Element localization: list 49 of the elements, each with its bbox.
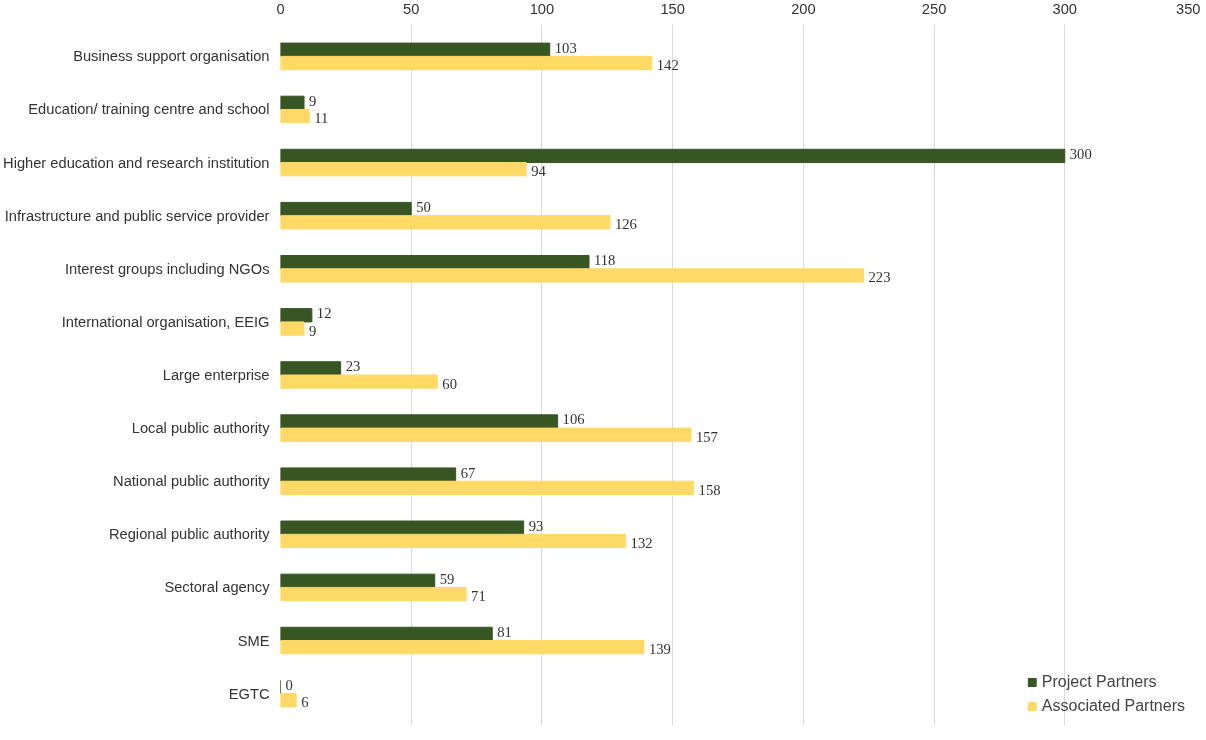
y-tick-label: Business support organisation xyxy=(73,48,270,65)
y-tick-label: Interest groups including NGOs xyxy=(65,260,270,277)
x-tick-label: 0 xyxy=(276,0,285,17)
data-label: 71 xyxy=(471,588,486,605)
x-tick-label: 200 xyxy=(791,0,816,17)
y-tick-label: Infrastructure and public service provider xyxy=(4,207,270,224)
data-label: 126 xyxy=(614,216,637,233)
y-tick-label: Higher education and research institution xyxy=(3,154,270,171)
data-label: 50 xyxy=(416,199,431,216)
data-label: 11 xyxy=(314,110,329,127)
data-label: 81 xyxy=(497,623,512,640)
y-tick-label: Sectoral agency xyxy=(164,579,271,596)
y-tick-label: SME xyxy=(237,632,270,649)
y-tick-label: EGTC xyxy=(228,685,270,702)
data-label: 118 xyxy=(593,252,616,269)
data-label: 9 xyxy=(309,322,317,339)
x-tick-label: 250 xyxy=(921,0,947,17)
x-tick-label: 150 xyxy=(660,0,685,17)
data-label: 103 xyxy=(554,39,577,56)
legend-label: Associated Partners xyxy=(1041,697,1185,715)
data-label: 6 xyxy=(301,694,309,711)
x-tick-label: 300 xyxy=(1052,0,1078,17)
x-tick-label: 100 xyxy=(529,0,555,17)
data-label: 300 xyxy=(1069,145,1092,162)
data-label: 223 xyxy=(868,269,891,286)
y-tick-label: Local public authority xyxy=(131,420,271,437)
x-tick-label: 350 xyxy=(1176,0,1201,17)
legend-label: Project Partners xyxy=(1041,673,1157,691)
data-label: 106 xyxy=(562,411,585,428)
data-label: 139 xyxy=(648,641,671,658)
x-tick-label: 50 xyxy=(403,0,420,17)
data-label: 158 xyxy=(698,481,721,498)
y-tick-label: Education/ training centre and school xyxy=(28,101,270,118)
y-tick-label: National public authority xyxy=(113,473,271,490)
data-label: 23 xyxy=(345,358,361,375)
data-label: 9 xyxy=(309,92,317,109)
data-label: 60 xyxy=(442,375,458,392)
y-tick-label: Regional public authority xyxy=(109,526,271,543)
data-label: 94 xyxy=(531,163,547,180)
y-tick-label: International organisation, EEIG xyxy=(61,313,270,330)
data-label: 67 xyxy=(460,464,476,481)
data-label: 0 xyxy=(285,677,293,693)
data-label: 93 xyxy=(528,517,544,534)
data-label: 59 xyxy=(439,570,455,587)
data-label: 132 xyxy=(630,534,653,551)
y-tick-label: Large enterprise xyxy=(162,367,270,383)
data-label: 157 xyxy=(695,428,718,445)
data-label: 12 xyxy=(316,305,332,322)
data-label: 142 xyxy=(656,57,679,73)
